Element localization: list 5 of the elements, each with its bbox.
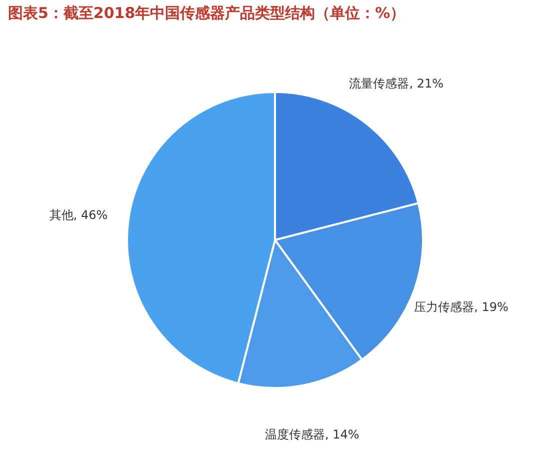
- slice-label: 压力传感器, 19%: [414, 300, 508, 314]
- chart-title: 图表5：截至2018年中国传感器产品类型结构（单位：%）: [8, 4, 406, 22]
- slice-label: 流量传感器, 21%: [349, 76, 444, 91]
- slice-label: 其他, 46%: [49, 208, 108, 222]
- slice-label: 温度传感器, 14%: [264, 427, 360, 442]
